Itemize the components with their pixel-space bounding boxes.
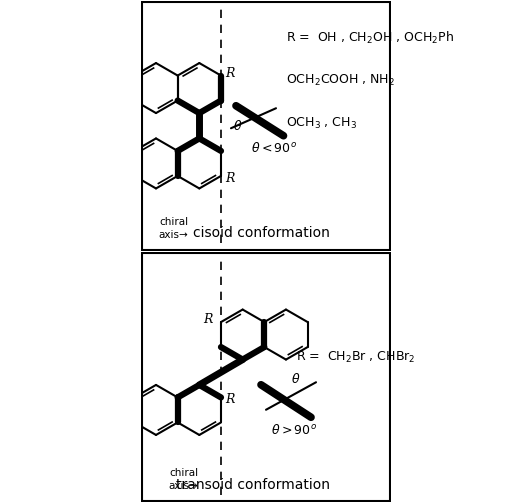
Text: $\theta < 90^o$: $\theta < 90^o$: [251, 141, 297, 155]
Text: cisoid conformation: cisoid conformation: [193, 226, 329, 240]
Text: R: R: [225, 172, 234, 185]
Text: R: R: [225, 66, 234, 79]
Text: $\theta > 90^o$: $\theta > 90^o$: [271, 423, 317, 437]
Text: R =  CH$_2$Br , CHBr$_2$: R = CH$_2$Br , CHBr$_2$: [296, 350, 415, 365]
Text: OCH$_2$COOH , NH$_2$: OCH$_2$COOH , NH$_2$: [286, 73, 395, 89]
Text: transoid conformation: transoid conformation: [177, 478, 330, 492]
Text: chiral
axis→: chiral axis→: [169, 468, 198, 491]
Text: R: R: [225, 393, 234, 406]
Text: $\theta$: $\theta$: [234, 119, 243, 133]
Text: R =  OH , CH$_2$OH , OCH$_2$Ph: R = OH , CH$_2$OH , OCH$_2$Ph: [286, 30, 454, 46]
Text: $\theta$: $\theta$: [292, 372, 301, 385]
Text: OCH$_3$ , CH$_3$: OCH$_3$ , CH$_3$: [286, 116, 357, 131]
Text: chiral
axis→: chiral axis→: [159, 217, 188, 240]
Text: R: R: [203, 313, 212, 326]
